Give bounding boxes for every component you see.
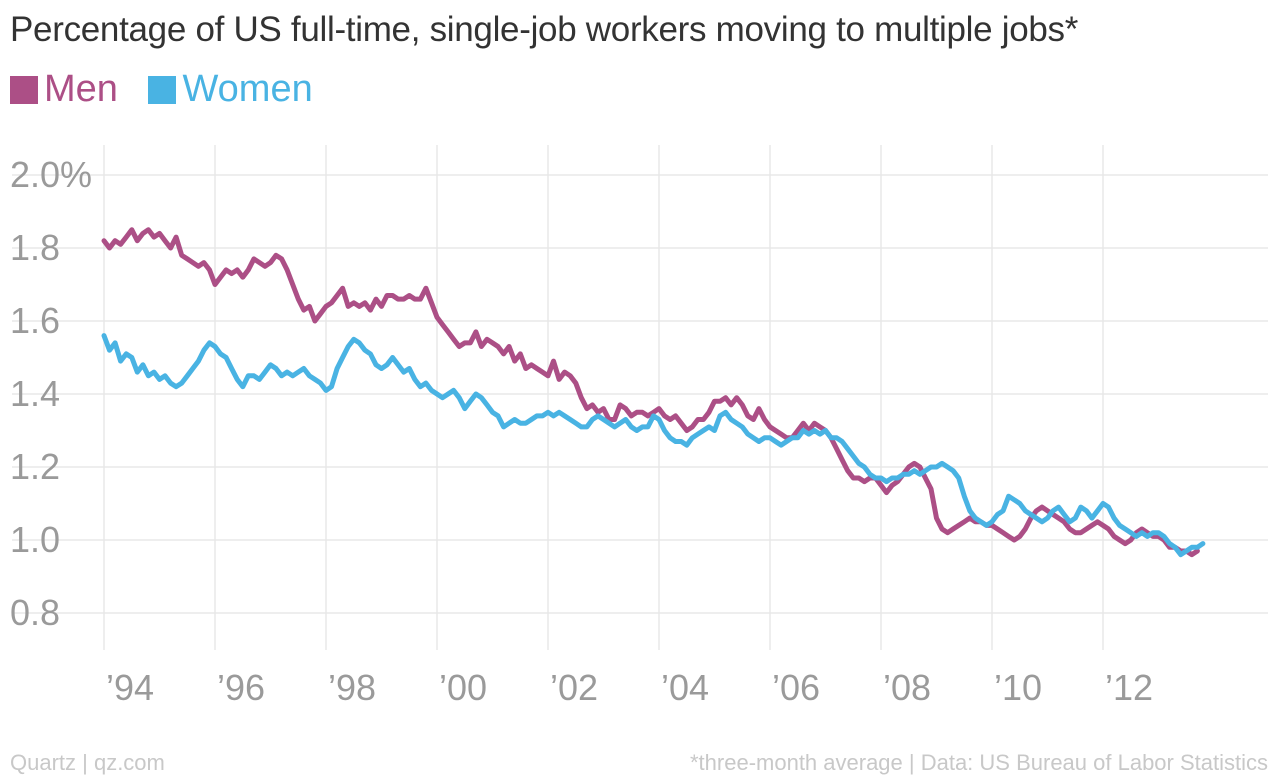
legend-label-women: Women: [182, 68, 313, 110]
legend-swatch-men: [10, 75, 38, 104]
x-tick-label: ’98: [328, 667, 376, 708]
y-tick-label: 1.2: [10, 446, 60, 487]
x-tick-label: ’08: [883, 667, 931, 708]
legend-item-women: Women: [148, 68, 313, 111]
legend: Men Women: [10, 68, 333, 114]
series-lines: [101, 227, 1206, 558]
y-tick-label: 2.0%: [10, 154, 92, 195]
x-tick-label: ’04: [661, 667, 709, 708]
legend-swatch-women: [148, 75, 177, 104]
chart-title: Percentage of US full-time, single-job w…: [10, 10, 1079, 49]
y-tick-label: 1.6: [10, 300, 60, 341]
x-tick-label: ’06: [772, 667, 820, 708]
x-tick-label: ’96: [217, 667, 265, 708]
y-axis-labels: 0.8 1.0 1.2 1.4 1.6 1.8 2.0%: [10, 154, 92, 633]
y-tick-label: 1.8: [10, 227, 60, 268]
x-axis-labels: ’94 ’96 ’98 ’00 ’02 ’04 ’06 ’08 ’10 ’12: [106, 667, 1153, 708]
x-tick-label: ’10: [994, 667, 1042, 708]
series-line-women: [101, 333, 1206, 558]
x-tick-label: ’02: [550, 667, 598, 708]
y-tick-label: 1.4: [10, 373, 60, 414]
footer-source: Quartz | qz.com: [10, 750, 165, 775]
x-tick-label: ’12: [1105, 667, 1153, 708]
legend-label-men: Men: [44, 68, 118, 110]
y-tick-label: 1.0: [10, 519, 60, 560]
legend-item-men: Men: [10, 68, 118, 111]
footer-note: *three-month average | Data: US Bureau o…: [689, 750, 1268, 775]
series-line-men: [101, 227, 1200, 558]
y-tick-label: 0.8: [10, 592, 60, 633]
x-tick-label: ’00: [439, 667, 487, 708]
x-tick-label: ’94: [106, 667, 154, 708]
grid: [12, 145, 1268, 650]
